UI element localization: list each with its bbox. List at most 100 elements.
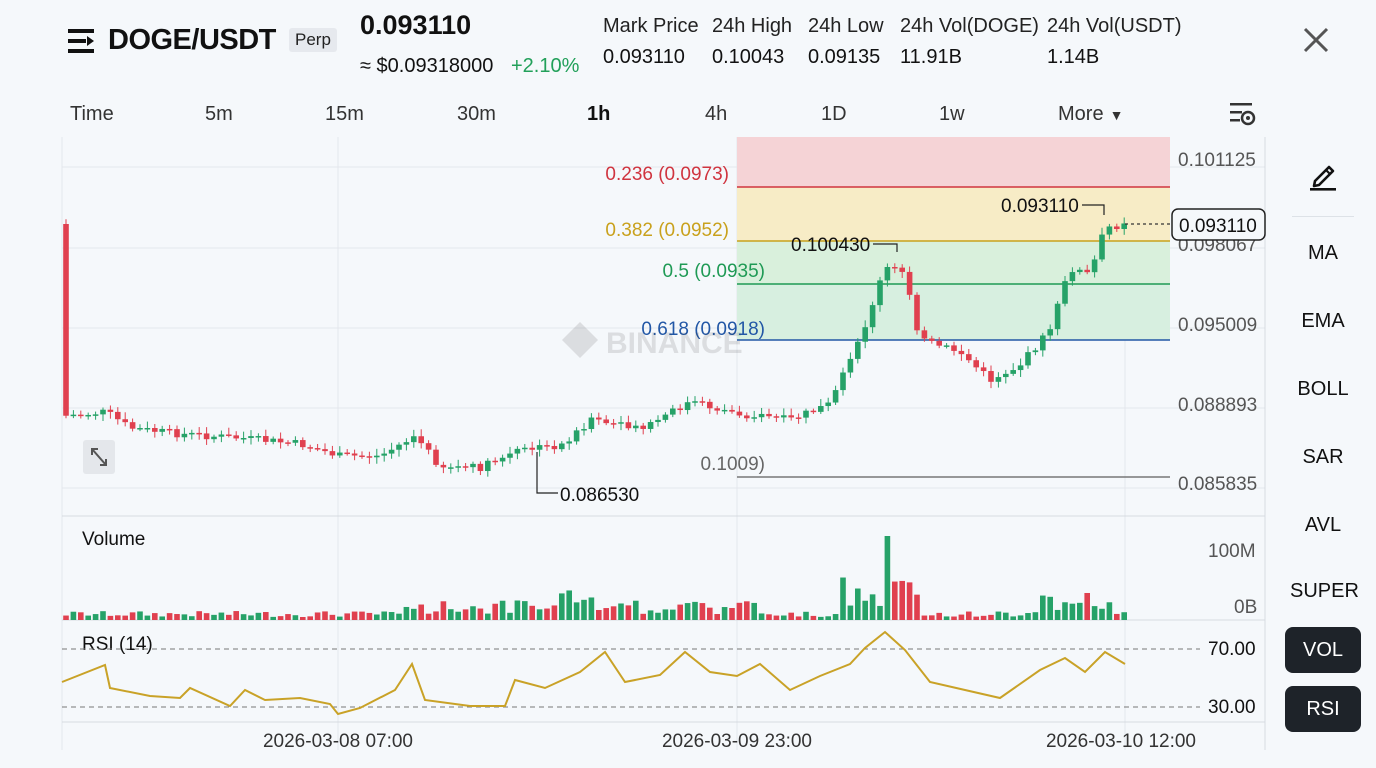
indicator-sar[interactable]: SAR — [1302, 446, 1344, 468]
volume-bar — [485, 613, 491, 620]
fib-retracement[interactable]: 0.236 (0.0973) 0.382 (0.0952) 0.5 (0.093… — [605, 137, 1170, 478]
volume-bar — [847, 605, 854, 620]
volume-bar — [929, 615, 935, 620]
tab-1d[interactable]: 1D — [821, 103, 847, 125]
volume-bar — [1099, 608, 1105, 620]
chart-settings-icon[interactable] — [1228, 100, 1256, 128]
candle-body — [314, 448, 321, 450]
candle-body — [337, 452, 343, 456]
volume-bar — [766, 614, 772, 620]
tab-1w[interactable]: 1w — [939, 103, 965, 125]
indicator-vol[interactable]: VOL — [1285, 627, 1361, 673]
volume-bar — [640, 613, 646, 620]
volume-bar — [559, 593, 565, 620]
candle-body — [1099, 234, 1105, 260]
volume-axis-top: 100M — [1208, 541, 1256, 562]
indicator-ma[interactable]: MA — [1308, 242, 1338, 264]
volume-bar — [211, 614, 217, 620]
tab-1h[interactable]: 1h — [587, 103, 611, 125]
indicator-avl[interactable]: AVL — [1304, 514, 1342, 536]
candle-body — [470, 463, 476, 468]
indicator-ema[interactable]: EMA — [1301, 310, 1345, 332]
tab-more[interactable]: More ▼ — [1058, 103, 1123, 126]
low-annotation: 0.086530 — [560, 485, 639, 506]
expand-icon[interactable] — [83, 440, 115, 474]
candle-body — [448, 467, 454, 469]
volume-bar — [625, 605, 632, 620]
candle-body — [115, 411, 121, 420]
candle-body — [233, 435, 239, 439]
candle-body — [218, 434, 225, 437]
volume-bar — [270, 616, 276, 620]
volume-bar — [196, 611, 202, 620]
volume-bar — [226, 614, 232, 620]
volume-bar — [174, 614, 180, 620]
volume-bar — [795, 616, 802, 620]
candle-body — [211, 436, 217, 440]
volume-bar — [159, 616, 165, 620]
volume-bar — [189, 616, 195, 620]
price-tick-4: 0.088893 — [1178, 395, 1257, 416]
price-annotations: 0.086530 0.100430 0.093110 — [536, 196, 1170, 506]
candle-body — [803, 410, 809, 418]
volume-bar — [433, 611, 439, 620]
volume-bar — [618, 603, 624, 620]
indicator-rsi[interactable]: RSI — [1285, 686, 1361, 732]
candle-body — [1003, 373, 1009, 378]
candle-body — [92, 414, 99, 416]
candle-body — [292, 440, 299, 443]
volume-bar — [314, 612, 321, 620]
symbol-title[interactable]: DOGE/USDT — [108, 24, 276, 56]
volume-bar — [899, 580, 905, 620]
tab-5m[interactable]: 5m — [205, 103, 233, 125]
indicator-super[interactable]: SUPER — [1290, 580, 1359, 602]
candle-body — [566, 441, 572, 444]
volume-bar — [1062, 602, 1068, 620]
volume-bar — [1077, 602, 1083, 620]
candle-body — [596, 417, 602, 420]
menu-icon[interactable] — [66, 26, 96, 56]
volume-bar — [832, 614, 839, 620]
time-tick-3: 2026-03-10 12:00 — [1046, 731, 1196, 752]
stat-value-24h-vol-doge: 11.91B — [900, 46, 962, 68]
volume-bar — [411, 608, 417, 620]
candle-body — [388, 449, 395, 454]
time-tick-1: 2026-03-08 07:00 — [263, 731, 413, 752]
pencil-icon[interactable] — [1306, 158, 1340, 192]
volume-bar — [1003, 612, 1009, 620]
volume-bar — [181, 614, 188, 620]
volume-bar — [973, 616, 979, 620]
candle-body — [181, 433, 188, 438]
volume-bar — [1121, 612, 1127, 620]
tab-4h[interactable]: 4h — [705, 103, 728, 125]
candle-body — [588, 417, 595, 430]
tab-time[interactable]: Time — [70, 103, 114, 125]
volume-bar — [1106, 602, 1113, 620]
close-icon[interactable] — [1300, 24, 1332, 56]
volume-bar — [788, 612, 794, 620]
fib-label-1: 0.1009) — [701, 454, 765, 475]
candle-body — [573, 430, 580, 442]
candle-body — [906, 271, 913, 295]
candle-body — [633, 425, 639, 429]
candle-body — [285, 442, 291, 444]
tab-30m[interactable]: 30m — [457, 103, 496, 125]
fib-zone-0382 — [737, 241, 1170, 284]
candle-body — [300, 440, 306, 448]
candle-body — [433, 449, 439, 465]
volume-bar — [1047, 596, 1053, 620]
candle-body — [692, 401, 698, 403]
tab-15m[interactable]: 15m — [325, 103, 364, 125]
candle-body — [1062, 281, 1068, 304]
indicator-boll[interactable]: BOLL — [1297, 378, 1349, 400]
volume-bar — [573, 602, 580, 620]
volume-bar — [263, 612, 269, 620]
volume-bar — [566, 590, 572, 620]
volume-bar — [285, 614, 291, 620]
candle-body — [914, 294, 920, 331]
volume-bar — [707, 607, 713, 620]
candle-body — [189, 432, 195, 435]
candle-body — [425, 443, 432, 450]
candle-body — [507, 453, 513, 458]
